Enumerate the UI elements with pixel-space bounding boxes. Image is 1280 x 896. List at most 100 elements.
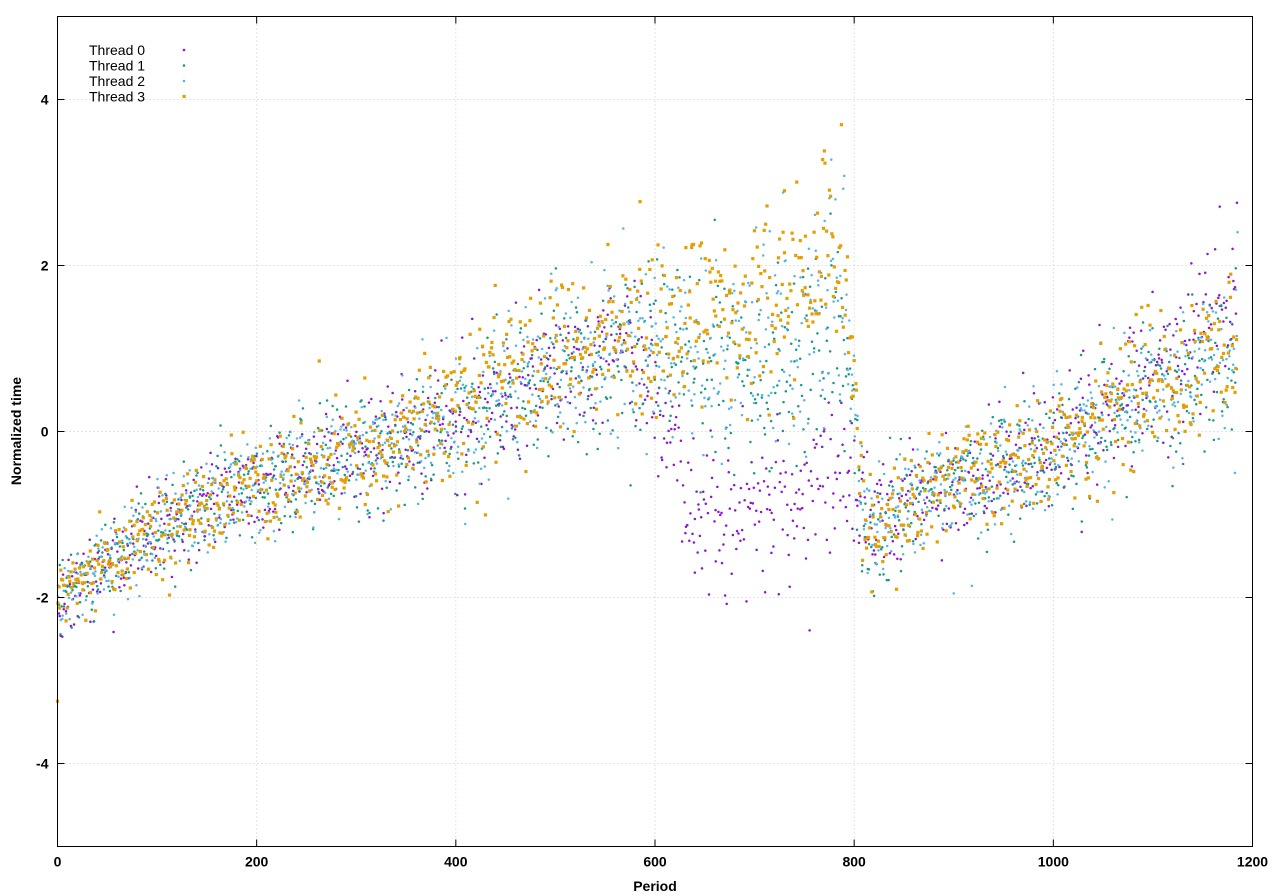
data-point <box>154 554 158 558</box>
data-point <box>1200 383 1204 386</box>
data-point <box>700 405 704 409</box>
data-point <box>679 327 682 330</box>
data-point <box>843 352 847 356</box>
data-point <box>824 306 828 309</box>
data-point <box>109 556 112 560</box>
data-point <box>594 402 597 405</box>
data-point <box>377 443 382 447</box>
data-point <box>833 527 837 530</box>
data-point <box>126 542 129 546</box>
data-point <box>431 411 435 415</box>
data-point <box>864 502 867 505</box>
data-point <box>85 594 88 598</box>
data-point <box>312 526 315 529</box>
data-point <box>62 607 65 611</box>
data-point <box>602 340 605 343</box>
data-point <box>584 350 588 354</box>
data-point <box>174 561 178 565</box>
data-point <box>1141 377 1145 380</box>
data-point <box>89 620 92 623</box>
data-point <box>944 494 947 497</box>
data-point <box>629 300 633 305</box>
data-point <box>862 528 866 531</box>
data-point <box>478 406 481 410</box>
data-point <box>939 465 943 469</box>
data-point <box>746 505 750 509</box>
data-point <box>506 347 509 350</box>
data-point <box>822 377 825 380</box>
data-point <box>696 551 699 554</box>
data-point <box>210 463 214 466</box>
data-point <box>1183 342 1186 346</box>
data-point <box>1128 415 1132 419</box>
data-point <box>1075 482 1078 486</box>
data-point <box>962 437 966 441</box>
data-point <box>767 343 771 346</box>
data-point <box>690 432 694 435</box>
data-point <box>1008 423 1012 427</box>
data-point <box>488 383 492 386</box>
data-point <box>645 386 649 389</box>
data-point <box>939 483 943 486</box>
data-point <box>707 593 711 596</box>
data-point <box>954 477 957 480</box>
data-point <box>246 472 250 476</box>
data-point <box>1075 406 1078 409</box>
data-point <box>1166 372 1170 376</box>
data-point <box>141 516 145 520</box>
data-point <box>776 314 780 318</box>
data-point <box>467 449 470 453</box>
data-point <box>424 456 427 460</box>
data-point <box>940 527 944 530</box>
data-point <box>66 592 70 596</box>
data-point <box>858 534 861 537</box>
data-point <box>1077 380 1081 384</box>
data-point <box>391 450 395 454</box>
data-point <box>814 312 818 316</box>
data-point <box>918 517 922 521</box>
data-point <box>491 367 495 370</box>
data-point <box>119 577 123 580</box>
data-point <box>451 407 455 411</box>
data-point <box>976 457 979 460</box>
data-point <box>612 295 616 298</box>
data-point <box>749 381 753 385</box>
data-point <box>1109 392 1114 396</box>
data-point <box>1094 403 1098 407</box>
data-point <box>990 485 994 488</box>
data-point <box>335 408 339 411</box>
data-point <box>1100 411 1103 414</box>
data-point <box>71 561 75 565</box>
data-point <box>597 354 600 357</box>
data-point <box>107 579 110 583</box>
data-point <box>598 314 602 318</box>
data-point <box>645 452 648 456</box>
data-point <box>739 401 743 405</box>
data-point <box>781 528 784 531</box>
data-point <box>668 373 672 377</box>
data-point <box>994 444 998 449</box>
data-point <box>910 470 913 473</box>
data-point <box>816 279 820 282</box>
data-point <box>835 477 839 481</box>
data-point <box>773 274 777 277</box>
data-point <box>394 424 397 428</box>
data-point <box>894 587 899 591</box>
data-point <box>263 508 267 512</box>
data-point <box>618 309 621 312</box>
data-point <box>1208 418 1211 421</box>
data-point <box>505 420 508 423</box>
data-point <box>433 447 436 451</box>
data-point <box>407 438 411 441</box>
data-point <box>689 468 693 472</box>
data-point <box>166 541 169 545</box>
data-point <box>458 410 462 413</box>
data-point <box>121 530 125 533</box>
data-point <box>306 439 310 442</box>
data-point <box>85 571 89 575</box>
data-point <box>682 384 687 389</box>
legend-marker <box>182 94 186 99</box>
data-point <box>389 436 393 441</box>
data-point <box>1157 377 1161 382</box>
data-point <box>257 518 261 522</box>
